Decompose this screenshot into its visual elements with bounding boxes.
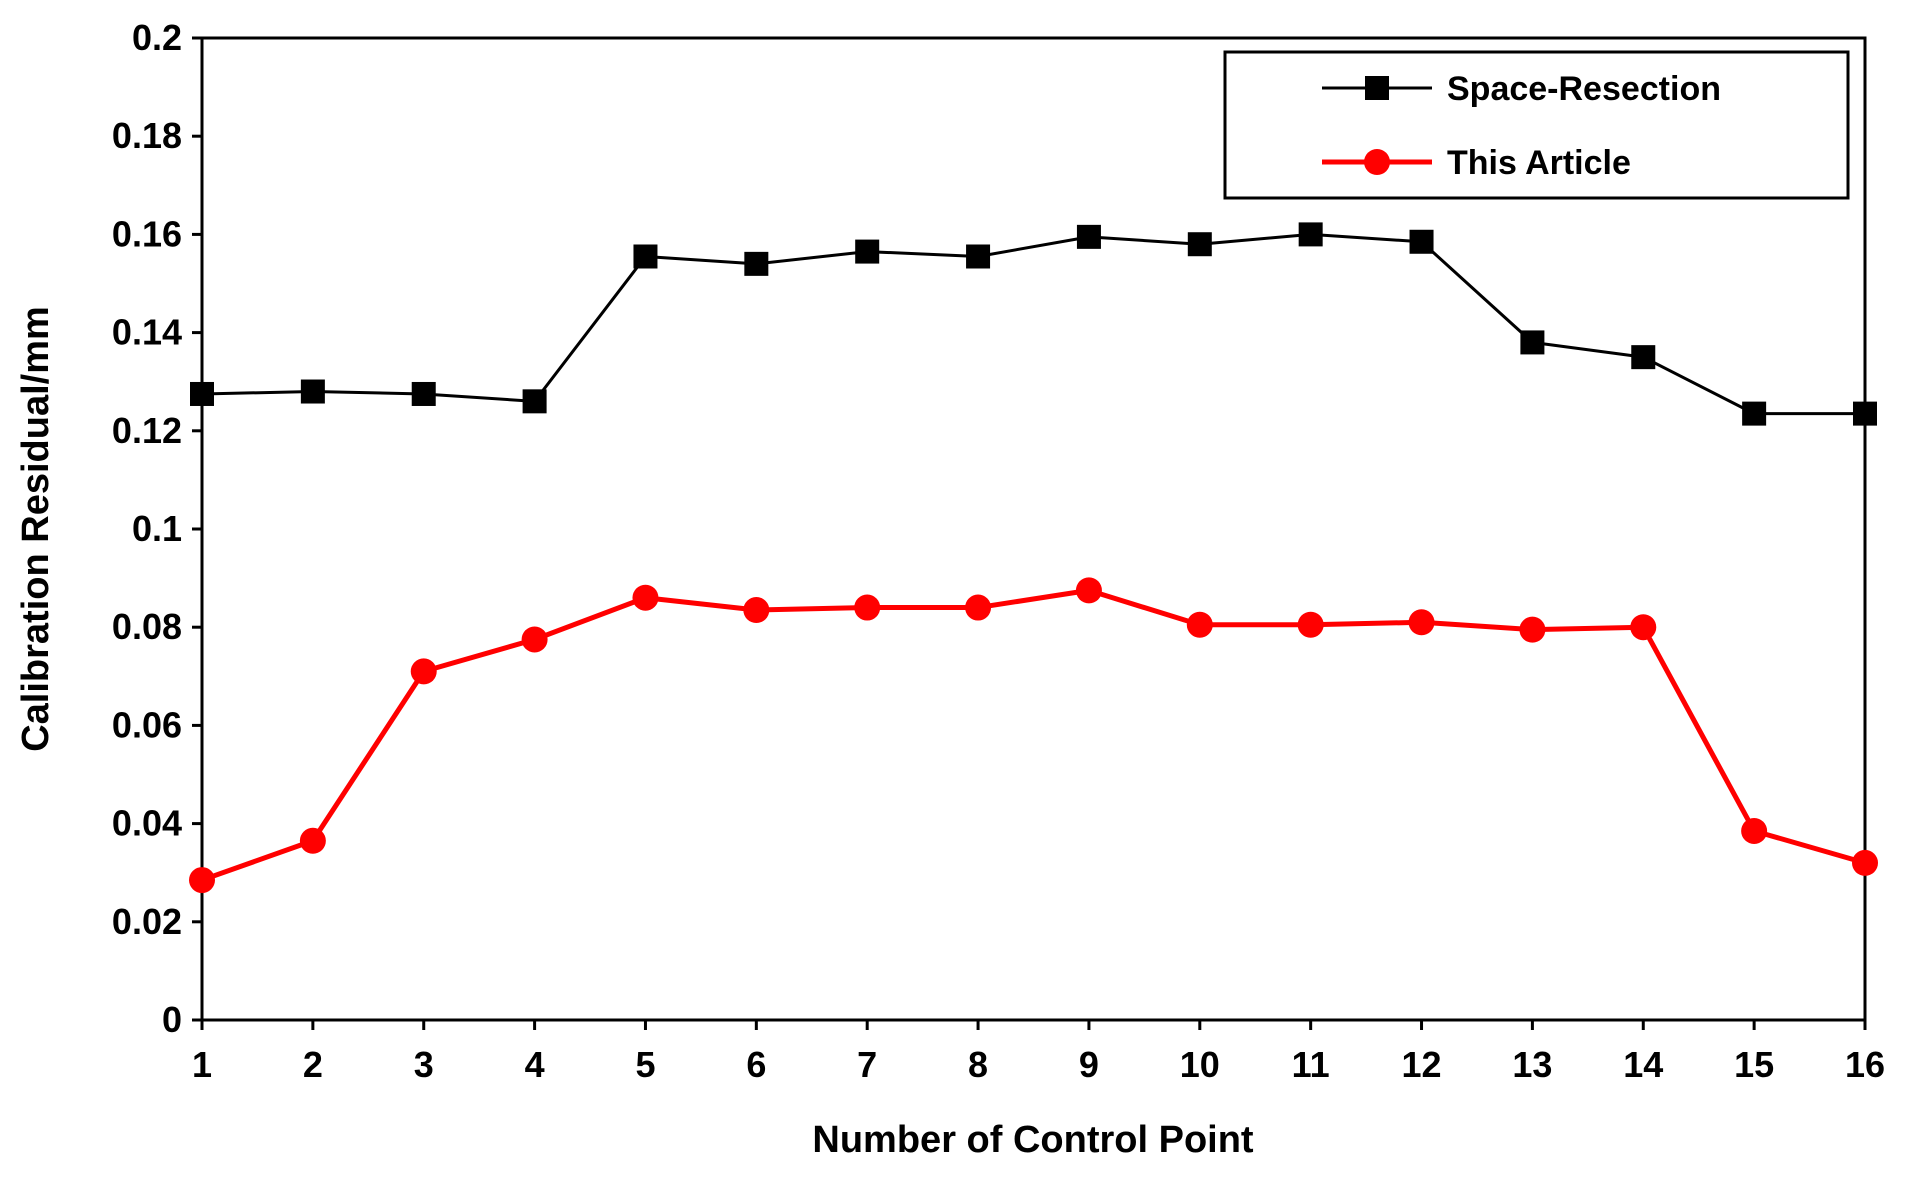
- data-point-square: [633, 244, 658, 269]
- x-tick-label: 8: [968, 1044, 988, 1085]
- y-tick-label: 0.12: [112, 410, 182, 451]
- x-tick-label: 11: [1292, 1044, 1330, 1085]
- plot-area: [200, 36, 1867, 1022]
- series-1: [189, 577, 1878, 894]
- data-point-circle: [1408, 609, 1435, 636]
- x-tick-label: 2: [303, 1044, 323, 1085]
- data-point-square: [966, 244, 991, 269]
- y-tick-label: 0.08: [112, 606, 182, 647]
- series-layer: [189, 222, 1878, 894]
- legend-item-0: Space-Resection: [1322, 70, 1721, 108]
- data-point-square: [1742, 401, 1767, 426]
- data-point-square: [1409, 229, 1434, 254]
- legend: Space-Resection This Article: [1223, 50, 1850, 200]
- data-point-square: [1187, 232, 1212, 257]
- y-tick-label: 0.06: [112, 704, 182, 745]
- data-point-square: [1520, 330, 1545, 355]
- x-tick-label: 13: [1512, 1044, 1552, 1085]
- data-point-square: [190, 381, 214, 406]
- data-point-square: [300, 379, 325, 404]
- data-point-circle: [1519, 616, 1546, 643]
- x-tick-label: 1: [192, 1044, 212, 1085]
- y-tick-label: 0.1: [132, 508, 182, 549]
- data-point-circle: [1075, 577, 1102, 604]
- series-line: [201, 587, 1866, 883]
- data-point-circle: [743, 597, 770, 624]
- legend-box: [1223, 50, 1850, 200]
- data-point-circle: [632, 584, 659, 611]
- data-point-square: [855, 239, 880, 264]
- x-tick-label: 5: [635, 1044, 655, 1085]
- x-axis-title: Number of Control Point: [812, 1119, 1254, 1161]
- y-tick-label: 0.04: [112, 803, 182, 844]
- series-line: [201, 232, 1865, 416]
- x-tick-label: 7: [857, 1044, 877, 1085]
- x-tick-label: 12: [1402, 1044, 1442, 1085]
- data-point-circle: [410, 658, 437, 685]
- data-point-square: [1853, 401, 1877, 426]
- y-axis-ticks: 0 0.02 0.04 0.06 0.08 0.1 0.12 0.14 0.16 0.18 0.2: [112, 17, 202, 1040]
- y-tick-label: 0.14: [112, 312, 182, 353]
- data-point-circle: [521, 626, 548, 653]
- y-tick-label: 0.16: [112, 213, 182, 254]
- legend-label: Space-Resection: [1447, 70, 1721, 108]
- data-point-square: [744, 251, 769, 276]
- y-axis-title: Calibration Residual/mm: [15, 306, 57, 752]
- data-point-circle: [1741, 817, 1768, 844]
- x-tick-label: 10: [1180, 1044, 1220, 1085]
- x-tick-label: 16: [1845, 1044, 1885, 1085]
- y-tick-label: 0.18: [112, 115, 182, 156]
- data-point-square: [1076, 224, 1101, 249]
- x-axis-ticks: 1 2 3 4 5 6 7 8 9 10 11 12 13 14 15 16: [192, 1020, 1885, 1085]
- x-tick-label: 9: [1079, 1044, 1099, 1085]
- data-point-circle: [299, 827, 326, 854]
- data-point-square: [411, 381, 436, 406]
- legend-items: Space-Resection This Article: [1322, 70, 1721, 182]
- x-tick-label: 4: [525, 1044, 545, 1085]
- data-point-circle: [965, 594, 992, 621]
- x-tick-label: 3: [414, 1044, 434, 1085]
- data-point-square: [522, 389, 547, 414]
- series-0: [190, 222, 1877, 426]
- y-tick-label: 0: [162, 999, 182, 1040]
- y-tick-label: 0.2: [132, 17, 182, 58]
- data-point-circle: [854, 594, 881, 621]
- legend-marker-square: [1365, 76, 1389, 100]
- data-point-square: [1298, 222, 1323, 247]
- legend-marker-circle: [1364, 149, 1390, 175]
- x-tick-label: 14: [1623, 1044, 1663, 1085]
- x-tick-label: 6: [746, 1044, 766, 1085]
- data-point-circle: [189, 867, 215, 894]
- y-tick-label: 0.02: [112, 901, 182, 942]
- data-point-square: [1631, 345, 1656, 370]
- x-tick-label: 15: [1734, 1044, 1774, 1085]
- data-point-circle: [1630, 614, 1657, 641]
- legend-item-1: This Article: [1322, 144, 1631, 182]
- data-point-circle: [1186, 611, 1213, 638]
- data-point-circle: [1297, 611, 1324, 638]
- legend-label: This Article: [1447, 144, 1631, 182]
- data-point-circle: [1852, 849, 1878, 876]
